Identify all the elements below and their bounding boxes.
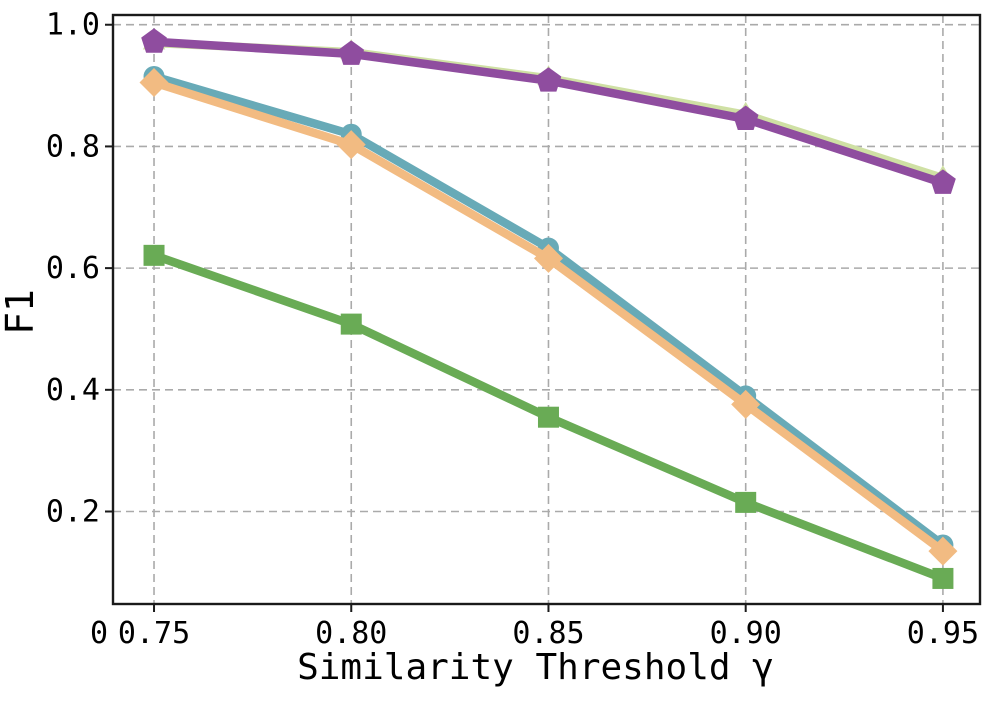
x-axis-label: Similarity Threshold γ bbox=[297, 647, 774, 688]
y-tick-label: 1.0 bbox=[46, 8, 100, 43]
y-tick-label: 0.6 bbox=[46, 251, 100, 286]
diamond-marker bbox=[336, 130, 366, 160]
series-orange-diamond bbox=[139, 68, 958, 566]
plot-border bbox=[111, 13, 982, 606]
diamond-marker bbox=[139, 68, 169, 97]
square-marker bbox=[143, 244, 165, 266]
series-green-square bbox=[143, 244, 954, 589]
tick-marks bbox=[105, 23, 944, 612]
diamond-marker bbox=[928, 536, 958, 566]
pentagon-marker bbox=[732, 105, 759, 130]
diamond-marker bbox=[731, 389, 761, 419]
x-tick-label: 0.85 bbox=[512, 616, 584, 651]
square-marker bbox=[932, 567, 954, 589]
y-axis-label: F1 bbox=[0, 289, 42, 335]
y-tick-label: 0.8 bbox=[46, 129, 100, 164]
diamond-marker bbox=[534, 243, 563, 273]
x-tick-label: 0.80 bbox=[315, 616, 387, 651]
x-tick-label: 0.95 bbox=[907, 616, 979, 651]
pentagon-marker bbox=[338, 40, 365, 65]
x-tick-label: 0.75 bbox=[118, 616, 190, 651]
y-tick-label: 0.2 bbox=[46, 495, 100, 530]
pentagon-marker bbox=[535, 67, 562, 92]
y-tick-label: 0.4 bbox=[46, 373, 100, 408]
pentagon-marker bbox=[141, 28, 167, 53]
square-marker bbox=[340, 313, 362, 335]
pentagon-marker bbox=[930, 169, 956, 194]
origin-tick-label: 0 bbox=[90, 616, 108, 651]
series-purple-pentagon bbox=[141, 28, 956, 194]
square-marker bbox=[537, 406, 559, 428]
square-marker bbox=[735, 491, 757, 513]
x-tick-label: 0.90 bbox=[710, 616, 782, 651]
